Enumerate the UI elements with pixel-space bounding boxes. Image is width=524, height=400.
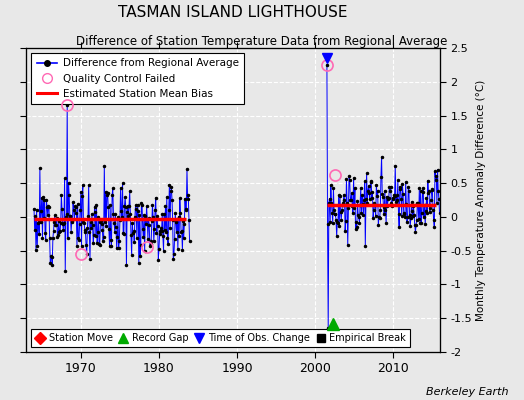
Y-axis label: Monthly Temperature Anomaly Difference (°C): Monthly Temperature Anomaly Difference (… (476, 79, 486, 321)
Text: Difference of Station Temperature Data from Regional Average: Difference of Station Temperature Data f… (77, 36, 447, 48)
Text: Berkeley Earth: Berkeley Earth (426, 387, 508, 397)
Title: TASMAN ISLAND LIGHTHOUSE: TASMAN ISLAND LIGHTHOUSE (118, 6, 348, 20)
Legend: Station Move, Record Gap, Time of Obs. Change, Empirical Break: Station Move, Record Gap, Time of Obs. C… (31, 329, 410, 347)
